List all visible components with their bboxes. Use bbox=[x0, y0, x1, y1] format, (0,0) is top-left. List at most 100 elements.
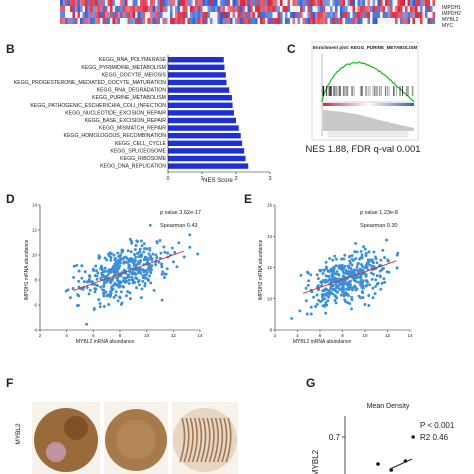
heatmap-cell bbox=[195, 12, 198, 18]
heatmap-cell bbox=[217, 12, 221, 18]
heatmap-cell bbox=[252, 12, 256, 18]
heatmap-cell bbox=[400, 18, 403, 24]
heatmap-cell bbox=[170, 6, 173, 12]
scatter-point bbox=[353, 250, 357, 254]
scatter-point bbox=[354, 286, 358, 290]
heatmap-cell bbox=[270, 18, 273, 24]
heatmap-cell bbox=[340, 12, 343, 18]
heatmap-cell bbox=[135, 18, 138, 24]
scatter-point bbox=[368, 263, 372, 267]
scatter-point bbox=[306, 271, 310, 275]
panel-d-pvalue: p value 3.62e-17 bbox=[160, 210, 201, 216]
scatter-point bbox=[149, 281, 153, 285]
heatmap-cell bbox=[115, 6, 118, 12]
heatmap-cell bbox=[87, 18, 91, 24]
scatter-point bbox=[334, 264, 338, 268]
scatter-point bbox=[130, 241, 134, 245]
scatter-point bbox=[325, 293, 328, 297]
heatmap-cell bbox=[237, 18, 241, 24]
heatmap-cell bbox=[352, 0, 356, 6]
scatter-point bbox=[145, 271, 149, 275]
scatter-point bbox=[347, 264, 351, 268]
scatter-point bbox=[320, 293, 324, 297]
heatmap-cell bbox=[117, 18, 121, 24]
heatmap-cell bbox=[352, 12, 356, 18]
heatmap-cell bbox=[60, 6, 63, 12]
scatter-point bbox=[175, 265, 179, 269]
panel-label-g: G bbox=[306, 376, 315, 390]
heatmap-cell bbox=[230, 0, 233, 6]
scatter-point bbox=[136, 280, 140, 284]
scatter-point bbox=[155, 240, 159, 244]
heatmap-cell bbox=[315, 6, 318, 12]
heatmap-cell bbox=[307, 12, 311, 18]
panel-label-b: B bbox=[6, 42, 15, 56]
scatter-point bbox=[95, 277, 99, 281]
pathway-label: KEGG_PATHOGENIC_ESCHERICHIA_COLI_INFECTI… bbox=[30, 103, 166, 109]
scatter-point bbox=[119, 258, 123, 261]
scatter-point bbox=[99, 276, 103, 280]
heatmap-cell bbox=[257, 0, 261, 6]
heatmap-cell bbox=[145, 6, 148, 12]
scatter-point bbox=[299, 273, 303, 277]
heatmap-cell bbox=[97, 6, 101, 12]
heatmap-cell bbox=[427, 12, 431, 18]
heatmap-cell bbox=[272, 18, 276, 24]
scatter-point bbox=[154, 253, 158, 257]
heatmap-cell bbox=[400, 6, 403, 12]
heatmap-cell bbox=[362, 12, 366, 18]
rank-gradient bbox=[323, 103, 414, 106]
heatmap-cell bbox=[237, 6, 241, 12]
heatmap-cell bbox=[315, 18, 318, 24]
enrichment-title: Enrichment plot: KEGG_PURINE_METABOLISM bbox=[313, 45, 417, 50]
heatmap-cell bbox=[315, 12, 318, 18]
scatter-point bbox=[132, 261, 136, 265]
heatmap-cell bbox=[195, 6, 198, 12]
heatmap-cell bbox=[260, 12, 263, 18]
heatmap-cell bbox=[397, 18, 401, 24]
scatter-point bbox=[145, 247, 149, 251]
scatter-point bbox=[371, 296, 375, 300]
heatmap-cell bbox=[350, 6, 353, 12]
heatmap-cell bbox=[270, 6, 273, 12]
scatter-point bbox=[348, 255, 351, 259]
heatmap-cell bbox=[372, 0, 376, 6]
heatmap-cell bbox=[287, 6, 291, 12]
heatmap-cell bbox=[430, 18, 433, 24]
scatter-point bbox=[315, 293, 319, 297]
heatmap-cell bbox=[177, 6, 181, 12]
heatmap-cell bbox=[370, 0, 373, 6]
scatter-point bbox=[146, 259, 150, 262]
scatter-point bbox=[85, 322, 89, 326]
heatmap-cell bbox=[235, 18, 238, 24]
scatter-xtick-label: 2 bbox=[39, 333, 42, 338]
heatmap-cell bbox=[337, 12, 341, 18]
heatmap-cell bbox=[135, 12, 138, 18]
heatmap-cell bbox=[252, 6, 256, 12]
scatter-point bbox=[324, 278, 328, 282]
heatmap-cell bbox=[212, 12, 216, 18]
heatmap-cell bbox=[227, 6, 231, 12]
heatmap-cell bbox=[197, 12, 201, 18]
scatter-point bbox=[371, 264, 375, 268]
heatmap-cell bbox=[322, 0, 326, 6]
scatter-point bbox=[336, 272, 340, 276]
scatter-point bbox=[359, 249, 363, 253]
scatter-point bbox=[90, 280, 93, 284]
heatmap-cell bbox=[110, 6, 113, 12]
scatter-point bbox=[143, 284, 147, 288]
panel-b-xlabel: NES Score bbox=[203, 178, 233, 184]
heatmap-cell bbox=[65, 18, 68, 24]
heatmap-cell bbox=[312, 18, 316, 24]
heatmap-cell bbox=[117, 0, 121, 6]
scatter-point bbox=[372, 250, 376, 254]
heatmap-cell bbox=[227, 0, 231, 6]
heatmap-cell bbox=[170, 0, 173, 6]
scatter-point bbox=[117, 258, 120, 262]
scatter-point bbox=[343, 293, 347, 297]
tissue-core-1 bbox=[32, 402, 100, 474]
tissue-strand bbox=[187, 417, 194, 463]
heatmap-cell bbox=[332, 6, 336, 12]
heatmap-cell bbox=[292, 0, 296, 6]
heatmap-cell bbox=[130, 0, 133, 6]
